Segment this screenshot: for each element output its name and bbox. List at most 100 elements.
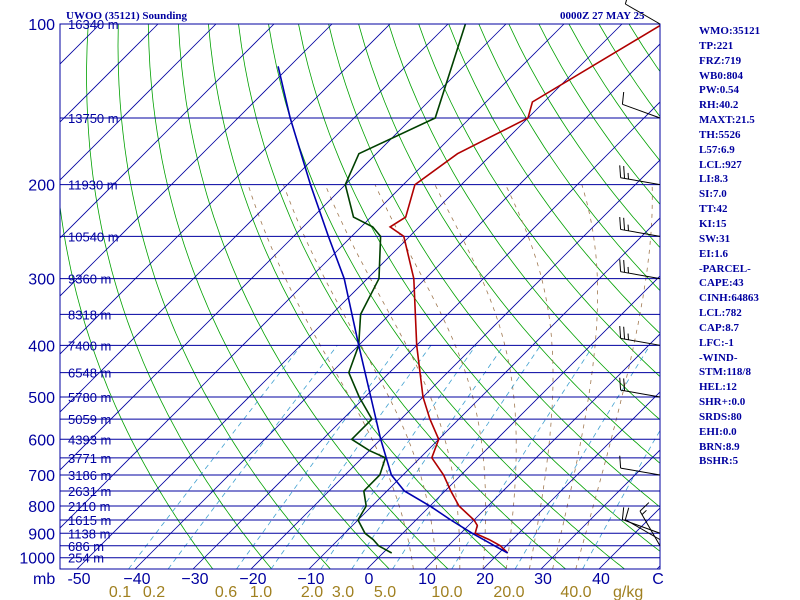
temperature-unit-label: C xyxy=(652,571,664,588)
isotherm xyxy=(540,449,660,569)
index-item: TP:221 xyxy=(699,39,734,52)
wind-barb-flag xyxy=(623,378,626,391)
dry-adiabat xyxy=(779,24,800,569)
pressure-tick-label: 600 xyxy=(28,432,55,449)
dry-adiabat xyxy=(238,24,566,569)
temperature-tick-label: 10 xyxy=(418,571,436,588)
wind-barb-shaft xyxy=(620,177,661,186)
pressure-tick-label: 200 xyxy=(28,178,55,195)
index-item: KI:15 xyxy=(699,217,727,230)
wind-barb xyxy=(619,259,661,280)
wind-barb-flag xyxy=(621,91,625,105)
wind-barb-shaft xyxy=(639,510,661,547)
height-label: 8318 m xyxy=(68,307,111,322)
mixing-ratio-label: 0.1 xyxy=(109,584,131,600)
dry-adiabat xyxy=(60,203,214,569)
index-item: LCL:782 xyxy=(699,307,742,320)
index-item: CINH:64863 xyxy=(699,292,759,305)
pressure-tick-label: 300 xyxy=(28,272,55,289)
wind-barb-flag xyxy=(624,507,630,520)
mixing-ratio-label: 20.0 xyxy=(493,584,524,600)
height-label: 13750 m xyxy=(68,111,119,126)
mixing-ratio-label: 5.0 xyxy=(374,584,396,600)
wind-barb-shaft xyxy=(620,271,661,280)
index-item: TT:42 xyxy=(699,203,728,216)
temperature-tick-label: 0 xyxy=(365,571,374,588)
height-label: 11930 m xyxy=(68,178,118,193)
pressure-tick-label: 500 xyxy=(28,390,55,407)
wind-barb-flag xyxy=(619,217,622,230)
plot-frame xyxy=(59,23,661,570)
wind-barb xyxy=(619,217,661,237)
pressure-tick-label: 400 xyxy=(28,338,55,355)
index-item: BSHR:5 xyxy=(699,455,739,468)
parcel-profile-line xyxy=(277,66,509,554)
pressure-tick-label: 100 xyxy=(28,17,55,34)
temperature-tick-label: 20 xyxy=(476,571,494,588)
index-item: L57:6.9 xyxy=(699,143,735,156)
index-item: STM:118/8 xyxy=(699,366,751,379)
station-title: UWOO (35121) Sounding xyxy=(66,10,188,22)
isotherm xyxy=(60,24,391,355)
height-label: 2110 m xyxy=(68,499,110,514)
index-item: SRDS:80 xyxy=(699,410,742,423)
index-item: SHR+:0.0 xyxy=(699,396,746,409)
isotherm xyxy=(134,43,660,569)
height-label: 7400 m xyxy=(68,338,111,353)
wind-barb-shaft xyxy=(620,389,661,398)
mixing-ratio-line xyxy=(451,345,594,569)
wind-barb xyxy=(619,377,661,398)
dry-adiabat xyxy=(448,24,660,335)
wind-barb xyxy=(621,91,661,119)
dry-adiabat xyxy=(86,24,272,569)
height-label: 16340 m xyxy=(68,17,119,32)
isotherm xyxy=(60,24,565,529)
moist-adiabat xyxy=(434,184,517,569)
moist-adiabat xyxy=(283,184,437,569)
wind-barb-flag xyxy=(623,260,626,273)
dry-adiabat xyxy=(117,24,331,569)
isotherm xyxy=(0,24,42,569)
mixing-ratio-line xyxy=(351,345,505,569)
index-item: SW:31 xyxy=(699,232,731,245)
wind-barb-shaft xyxy=(622,519,661,534)
isotherm xyxy=(60,24,159,123)
indices-panel: WMO:35121 TP:221 FRZ:719 WB0:804 PW:0.54 RH:4… xyxy=(699,24,760,469)
index-item: CAP:8.7 xyxy=(699,321,740,334)
dry-adiabat xyxy=(538,24,660,205)
sounding-time: 0000Z 27 MAY 25 xyxy=(560,10,645,22)
wind-barb-shaft xyxy=(620,228,661,237)
temperature-tick-label: 30 xyxy=(534,571,552,588)
wind-barb-flag xyxy=(619,165,622,178)
index-item: WMO:35121 xyxy=(699,25,761,37)
height-label: 10540 m xyxy=(68,229,119,244)
isotherm xyxy=(60,24,507,471)
wind-barb-flag xyxy=(619,325,622,339)
height-label: 6548 m xyxy=(68,366,111,381)
index-item: PW:0.54 xyxy=(699,84,740,97)
wind-barb-flag xyxy=(624,0,628,5)
index-item: BRN:8.9 xyxy=(699,440,740,453)
temperature-tick-label: -50 xyxy=(67,571,90,588)
isotherm xyxy=(424,333,660,569)
index-item: -WIND- xyxy=(699,351,738,364)
wind-barb-flag xyxy=(621,507,625,520)
isotherm xyxy=(366,275,660,569)
isotherm xyxy=(60,24,217,181)
mixing-ratio-label: 2.0 xyxy=(301,584,323,600)
mixing-ratio-label: 0.2 xyxy=(143,584,165,600)
height-label: 254 m xyxy=(68,551,104,566)
wind-barb-shaft xyxy=(625,3,661,25)
moist-adiabat xyxy=(505,184,554,569)
index-item: CAPE:43 xyxy=(699,277,744,290)
index-item: EHI:0.0 xyxy=(699,425,737,438)
mixing-ratio-line xyxy=(270,345,432,569)
index-item: FRZ:719 xyxy=(699,54,742,67)
index-item: LI:8.3 xyxy=(699,173,729,186)
moist-adiabat xyxy=(552,184,598,569)
wind-barb xyxy=(624,507,661,541)
mixing-ratio-line xyxy=(582,429,660,569)
wind-barb xyxy=(624,0,661,25)
temperature-tick-label: −30 xyxy=(181,571,208,588)
mixing-ratio-line xyxy=(320,345,477,569)
